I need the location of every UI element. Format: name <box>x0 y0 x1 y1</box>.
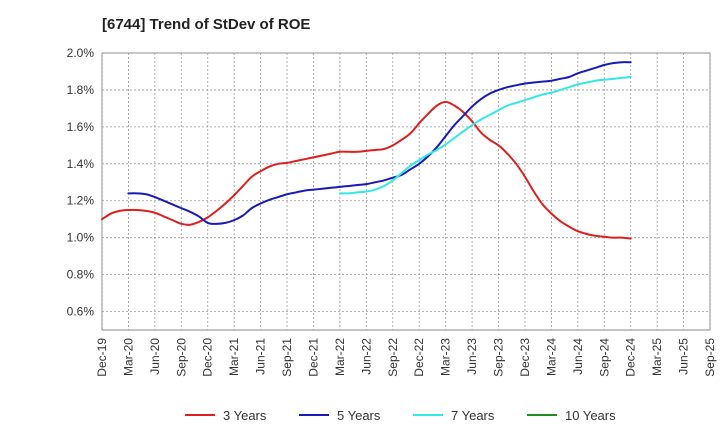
x-tick-label: Jun-25 <box>677 338 691 375</box>
series-line-5-years <box>127 61 632 225</box>
x-tick-label: Dec-23 <box>518 338 532 377</box>
x-tick-label: Sep-20 <box>174 338 188 377</box>
series-line-7-years <box>338 76 632 195</box>
legend-label-3-years: 3 Years <box>223 408 267 423</box>
x-tick-label: Mar-25 <box>650 338 664 376</box>
legend-item-7-years: 7 Years <box>413 408 495 423</box>
y-tick-label: 1.8% <box>67 83 95 97</box>
x-tick-label: Mar-24 <box>544 338 558 376</box>
y-tick-label: 0.6% <box>67 305 95 319</box>
legend-item-3-years: 3 Years <box>185 408 267 423</box>
x-tick-label: Dec-19 <box>95 338 109 377</box>
y-tick-label: 1.0% <box>67 231 95 245</box>
x-tick-label: Dec-21 <box>306 338 320 377</box>
x-tick-label: Dec-22 <box>412 338 426 377</box>
legend-label-7-years: 7 Years <box>451 408 495 423</box>
legend-label-10-years: 10 Years <box>565 408 616 423</box>
axis-layer: 0.6% 0.8% 1.0% 1.2% 1.4% 1.6% 1.8% 2.0% Dec-19 Ma… <box>67 46 717 377</box>
series-line-3-years <box>101 100 632 240</box>
x-tick-label: Sep-22 <box>386 338 400 377</box>
x-tick-label: Mar-21 <box>227 338 241 376</box>
x-tick-label: Mar-23 <box>439 338 453 376</box>
x-tick-label: Jun-20 <box>148 338 162 375</box>
y-tick-label: 0.8% <box>67 268 95 282</box>
chart-title: [6744] Trend of StDev of ROE <box>102 16 311 33</box>
x-tick-label: Sep-24 <box>597 338 611 377</box>
x-tick-label: Jun-23 <box>465 338 479 375</box>
y-tick-label: 1.6% <box>67 120 95 134</box>
plot-area <box>101 52 711 331</box>
x-tick-label: Mar-22 <box>333 338 347 376</box>
legend-item-10-years: 10 Years <box>527 408 616 423</box>
y-tick-label: 2.0% <box>67 46 95 60</box>
x-tick-label: Jun-21 <box>254 338 268 375</box>
x-tick-label: Jun-22 <box>359 338 373 375</box>
series-layer <box>101 61 632 240</box>
y-tick-label: 1.2% <box>67 194 95 208</box>
y-tick-label: 1.4% <box>67 157 95 171</box>
x-tick-label: Dec-20 <box>201 338 215 377</box>
legend-layer: 3 Years 5 Years 7 Years 10 Years <box>185 408 616 423</box>
legend-item-5-years: 5 Years <box>299 408 381 423</box>
legend-label-5-years: 5 Years <box>337 408 381 423</box>
x-tick-label: Sep-21 <box>280 338 294 377</box>
x-tick-label: Jun-24 <box>571 338 585 375</box>
x-tick-label: Sep-25 <box>703 338 717 377</box>
x-tick-label: Sep-23 <box>492 338 506 377</box>
grid-layer <box>101 52 711 331</box>
x-tick-label: Dec-24 <box>624 338 638 377</box>
x-tick-label: Mar-20 <box>121 338 135 376</box>
